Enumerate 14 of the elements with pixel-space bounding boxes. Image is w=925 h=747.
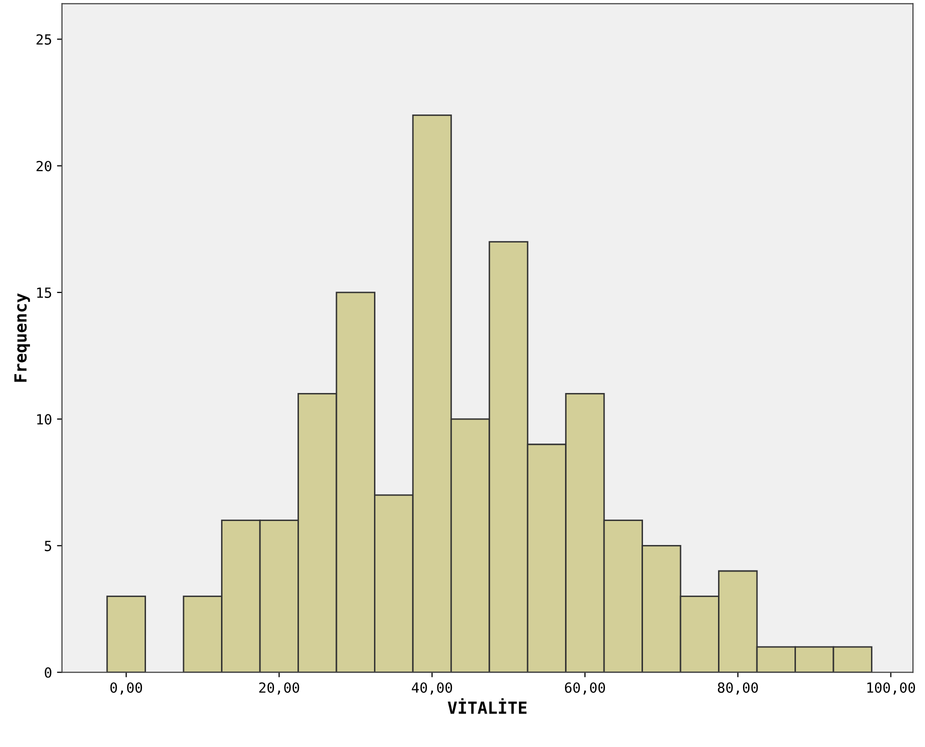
x-tick-label: 20,00 — [259, 682, 300, 695]
y-tick-label: 10 — [37, 414, 52, 425]
y-tick-label: 25 — [36, 34, 52, 45]
x-tick-label: 0,00 — [110, 682, 142, 695]
y-tick-label: 0 — [44, 667, 52, 678]
x-tick-label: 100,00 — [867, 682, 915, 695]
y-tick-label: 5 — [44, 540, 52, 552]
y-tick-label: 20 — [36, 160, 52, 172]
y-tick-label: 15 — [37, 288, 52, 298]
x-axis-title: VİTALİTE — [448, 698, 527, 714]
x-tick-label: 40,00 — [412, 682, 452, 695]
y-axis-title: Frequency — [14, 293, 30, 382]
x-tick-label: 80,00 — [718, 682, 758, 695]
x-tick-label: 60,00 — [564, 682, 605, 695]
